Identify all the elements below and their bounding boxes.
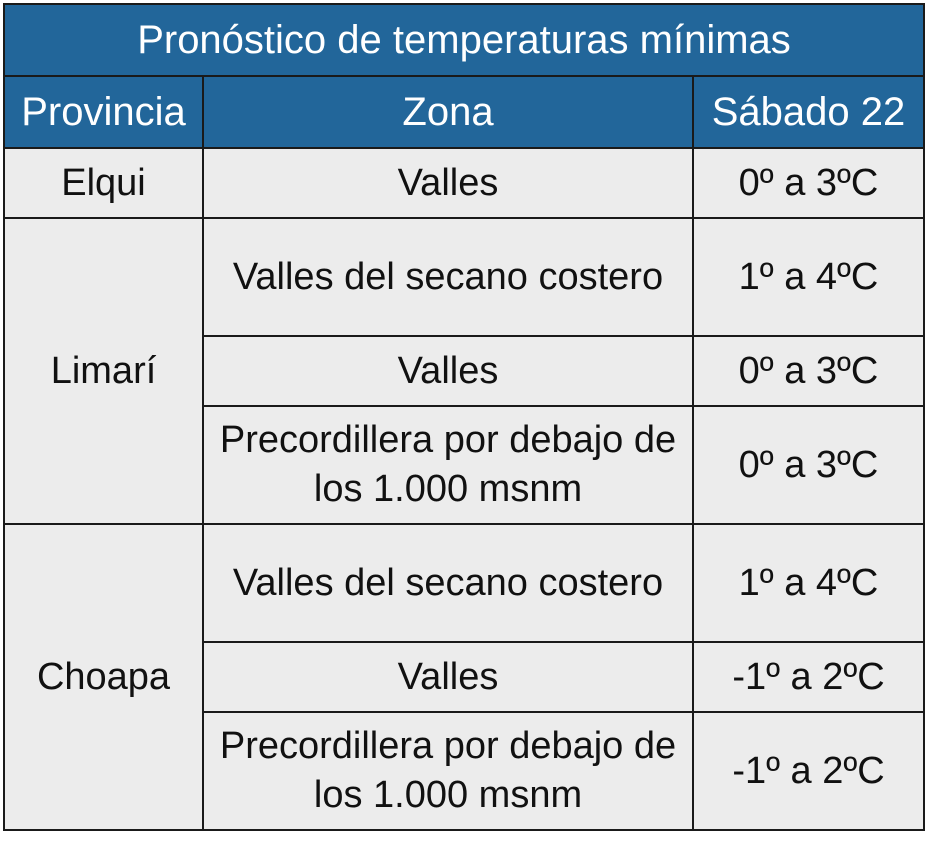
province-cell-limari: Limarí: [3, 217, 204, 525]
temp-cell: 0º a 3ºC: [691, 147, 926, 219]
table-row: Limarí Valles del secano costero 1º a 4º…: [3, 217, 926, 525]
header-provincia: Provincia: [3, 75, 204, 149]
table-row: Elqui Valles 0º a 3ºC: [3, 147, 926, 219]
zona-cell: Precordillera por debajo de los 1.000 ms…: [202, 405, 694, 525]
temp-cell: 0º a 3ºC: [691, 335, 926, 407]
temp-cell: 1º a 4ºC: [691, 217, 926, 337]
province-cell-choapa: Choapa: [3, 523, 204, 831]
temp-cell: 0º a 3ºC: [691, 405, 926, 525]
table-row: Choapa Valles del secano costero 1º a 4º…: [3, 523, 926, 831]
table-row: Precordillera por debajo de los 1.000 ms…: [4, 405, 926, 525]
table-header-row: Provincia Zona Sábado 22: [3, 75, 926, 149]
table-row: Precordillera por debajo de los 1.000 ms…: [4, 711, 926, 831]
zona-cell: Valles del secano costero: [202, 217, 694, 337]
table-row: Valles -1º a 2ºC: [4, 641, 926, 713]
table-title: Pronóstico de temperaturas mínimas: [2, 3, 926, 77]
header-zona: Zona: [202, 75, 694, 149]
table-title-row: Pronóstico de temperaturas mínimas: [2, 3, 926, 77]
table-row: Valles 0º a 3ºC: [4, 335, 926, 407]
temp-cell: -1º a 2ºC: [691, 641, 926, 713]
zona-cell: Valles: [202, 147, 694, 219]
temp-cell: -1º a 2ºC: [691, 711, 926, 831]
zona-cell: Precordillera por debajo de los 1.000 ms…: [202, 711, 694, 831]
forecast-table: Pronóstico de temperaturas mínimas Provi…: [2, 3, 926, 831]
temp-cell: 1º a 4ºC: [691, 523, 926, 643]
forecast-table-container: Pronóstico de temperaturas mínimas Provi…: [2, 3, 926, 831]
province-cell-elqui: Elqui: [3, 147, 204, 219]
zona-cell: Valles del secano costero: [202, 523, 694, 643]
zona-cell: Valles: [202, 335, 694, 407]
header-dia: Sábado 22: [691, 75, 926, 149]
zona-cell: Valles: [202, 641, 694, 713]
